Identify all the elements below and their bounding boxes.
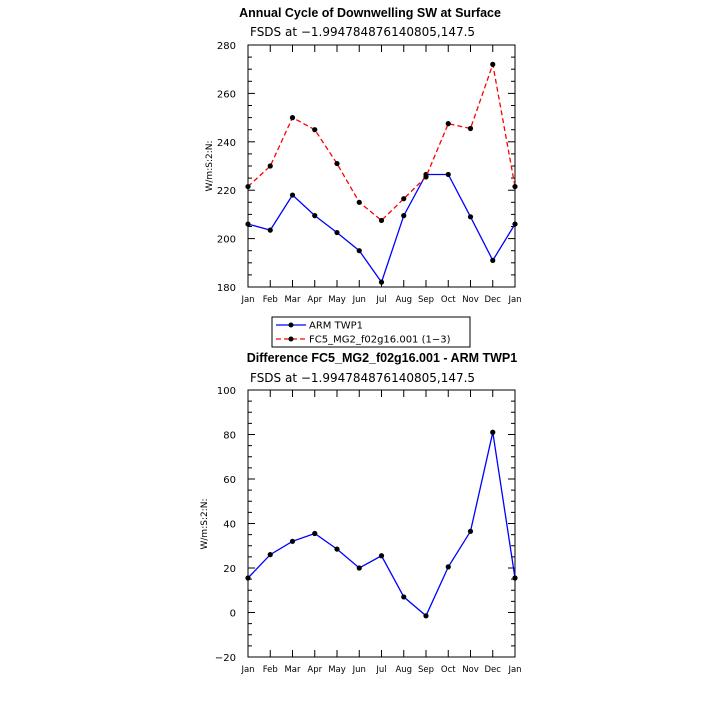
bottom-ytick-label: 20 [223,564,236,575]
top-series-0-point [312,213,318,219]
top-xtick-label: Dec [485,295,502,305]
bottom-xtick-label: Mar [284,665,301,675]
top-series-0-point [445,171,451,178]
bottom-xtick-label: Jun [352,665,366,675]
top-series-1-point [312,127,318,133]
top-series-1-point [490,61,496,67]
bottom-series-line-0 [247,432,516,617]
top-xtick-label: Aug [395,295,412,305]
bottom-xtick-label: Jan [240,665,254,675]
top-series-0-point [467,214,474,220]
top-chart-plot: 180 200 220 240 260 280 Jan Feb Mar Apr May Jun Jul A… [217,41,522,305]
bottom-series-0-point [312,530,318,537]
bottom-xtick-label: May [328,665,346,675]
top-series-1-point [267,163,273,169]
top-xtick-label: Apr [307,295,322,305]
bottom-xtick-label: Jul [375,665,386,675]
top-series-0-point [490,257,496,263]
top-xtick-label: Sep [418,295,434,305]
top-xtick-label: Jul [375,295,386,305]
top-xtick-label: Nov [462,295,479,305]
top-series-0-point [512,221,518,227]
top-ytick-label: 220 [217,186,236,197]
top-series-line-1 [247,61,516,222]
bottom-series-0-point [467,528,474,534]
top-xtick-label: Jan [240,295,254,305]
bottom-series-0-point [356,565,362,571]
top-series-1-point [423,174,429,180]
bottom-chart-subtitle: FSDS at −1.994784876140805,147.5 [250,371,475,385]
bottom-ytick-label: 100 [217,386,236,397]
bottom-ytick-label: 0 [230,609,236,620]
top-ytick-label: 260 [217,89,236,100]
top-ytick-label: 180 [217,283,236,294]
top-series-0-point [378,279,385,285]
bottom-series-0-point [289,538,296,544]
top-chart-ylabel: W/m:S:2:N: [205,141,215,192]
bottom-xtick-label: Nov [462,665,479,675]
bottom-xtick-label: Sep [418,665,434,675]
bottom-plot-frame [247,389,516,658]
top-series-1-point [334,160,340,167]
top-xtick-label: Oct [441,295,456,305]
top-chart-subtitle: FSDS at −1.994784876140805,147.5 [250,25,475,39]
bottom-xtick-label: Dec [485,665,502,675]
bottom-series-0-point [401,594,407,600]
bottom-chart-plot: −20 0 20 40 60 80 100 Jan Feb Mar Apr May Jun Jul Aug S… [215,386,522,675]
bottom-series-0-point [334,546,340,552]
bottom-ytick-label: −20 [215,653,236,664]
top-series-1-point [378,217,385,224]
bottom-xtick-label: Jan [507,665,521,675]
bottom-chart-title: Difference FC5_MG2_f02g16.001 - ARM TWP1 [247,351,518,365]
legend-marker-model [288,336,294,342]
bottom-xtick-label: Aug [395,665,412,675]
top-series-1-point [289,115,296,121]
top-xtick-label: May [328,295,346,305]
top-plot-frame [247,44,516,288]
top-ytick-label: 280 [217,41,236,52]
bottom-xtick-label: Feb [263,665,278,675]
bottom-ytick-label: 40 [223,520,236,531]
legend-label-model: FC5_MG2_f02g16.001 (1−3) [309,335,451,346]
bottom-series-0-point [378,553,385,559]
top-series-0-point [356,248,362,254]
top-series-1-point [512,183,518,190]
top-series-0-point [401,213,407,219]
bottom-chart-ylabel: W/m:S:2:N: [200,499,210,550]
top-series-0-point [289,192,296,198]
legend: ARM TWP1 FC5_MG2_f02g16.001 (1−3) [271,316,471,348]
top-ytick-label: 240 [217,138,236,149]
legend-label-arm: ARM TWP1 [309,321,363,332]
bottom-ytick-label: 60 [223,475,236,486]
top-chart-title: Annual Cycle of Downwelling SW at Surfac… [239,6,501,20]
top-series-1-point [467,125,474,132]
legend-box [271,316,471,348]
top-series-line-0 [247,173,516,284]
top-series-1-point [356,199,362,205]
top-series-0-point [245,221,251,227]
bottom-series-0-point [245,575,251,581]
bottom-xtick-label: Apr [307,665,322,675]
top-xtick-label: Jun [352,295,366,305]
bottom-series-0-point [423,613,429,619]
top-series-0-point [267,227,273,233]
top-series-1-point [245,183,251,190]
bottom-series-0-point [267,552,273,558]
bottom-series-0-point [490,429,496,435]
bottom-xtick-label: Oct [441,665,456,675]
top-xtick-label: Mar [284,295,301,305]
top-series-1-point [401,196,407,202]
bottom-ytick-label: 80 [223,431,236,442]
top-xtick-label: Jan [507,295,521,305]
top-xtick-label: Feb [263,295,278,305]
legend-marker-arm [288,322,294,328]
top-series-1-point [445,121,451,127]
bottom-series-0-point [512,575,518,581]
bottom-series-0-point [445,564,451,570]
top-series-0-point [334,229,340,236]
top-ytick-label: 200 [217,235,236,246]
